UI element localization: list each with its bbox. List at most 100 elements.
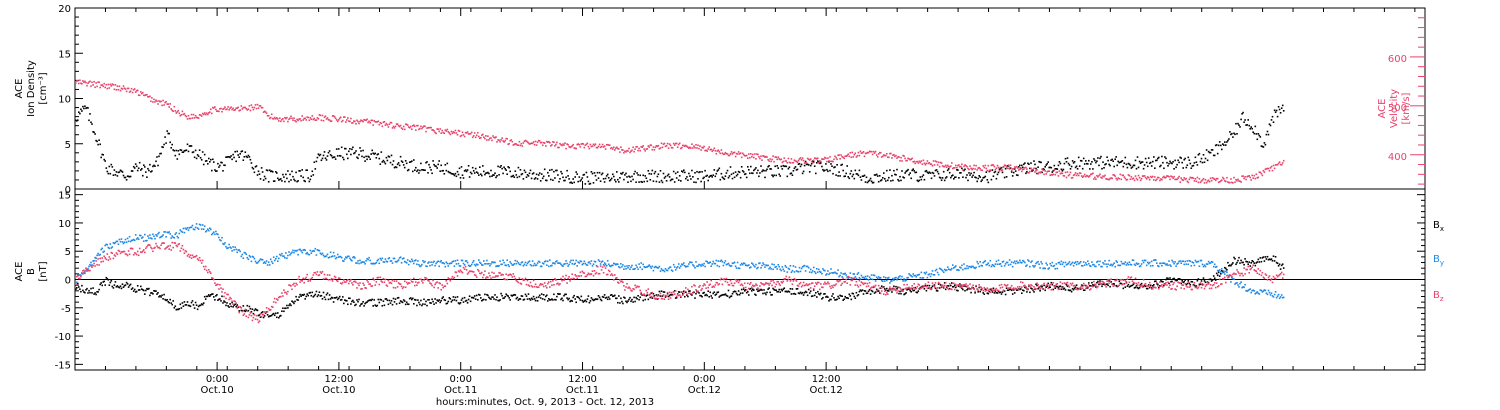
density-series-point bbox=[287, 170, 289, 172]
density-series-point bbox=[1160, 164, 1162, 167]
by-series-point bbox=[672, 263, 675, 266]
velocity-series-point bbox=[1063, 175, 1066, 177]
density-series-point bbox=[1068, 164, 1071, 166]
density-series-point bbox=[213, 161, 215, 163]
velocity-series-point bbox=[522, 142, 525, 144]
bx-series-point bbox=[632, 301, 634, 303]
by-series-point bbox=[1223, 270, 1225, 272]
bx-series-point bbox=[766, 291, 768, 294]
by-series-point bbox=[1038, 263, 1040, 265]
bx-series-point bbox=[787, 290, 790, 292]
bz-series-point bbox=[165, 247, 167, 249]
density-series-point bbox=[1270, 119, 1273, 121]
bx-series-point bbox=[751, 290, 753, 292]
by-series-point bbox=[668, 266, 671, 269]
velocity-series-point bbox=[511, 140, 514, 143]
bx-series-point bbox=[176, 308, 179, 311]
by-series-point bbox=[545, 260, 547, 262]
density-series-point bbox=[1024, 162, 1026, 164]
velocity-series-point bbox=[432, 129, 434, 131]
bx-series-point bbox=[1145, 287, 1148, 290]
velocity-series-point bbox=[752, 153, 754, 156]
density-series-point bbox=[1153, 156, 1155, 158]
density-series-point bbox=[940, 179, 943, 181]
bx-series-point bbox=[874, 291, 877, 293]
bx-series-point bbox=[138, 289, 141, 291]
by-series-point bbox=[1045, 262, 1047, 264]
velocity-series-point bbox=[317, 118, 320, 120]
bx-series-point bbox=[245, 309, 248, 311]
bx-series-point bbox=[444, 299, 447, 302]
by-series-point bbox=[1253, 290, 1256, 292]
bx-series-point bbox=[1070, 290, 1073, 293]
bz-series-point bbox=[150, 246, 152, 249]
velocity-series-point bbox=[810, 160, 813, 163]
velocity-series-point bbox=[606, 144, 609, 146]
bx-series-point bbox=[1191, 281, 1194, 283]
by-series-point bbox=[202, 228, 205, 230]
bx-series-point bbox=[569, 300, 571, 303]
density-series-point bbox=[1144, 157, 1147, 160]
bx-series-point bbox=[1105, 283, 1107, 286]
bx-series-point bbox=[637, 295, 639, 297]
bx-series-point bbox=[114, 281, 117, 283]
density-series-point bbox=[188, 145, 191, 147]
velocity-series-point bbox=[545, 145, 547, 147]
by-series-point bbox=[437, 260, 439, 262]
by-series-point bbox=[119, 240, 122, 243]
velocity-series-point bbox=[199, 114, 202, 116]
velocity-series-point bbox=[538, 140, 541, 142]
density-series-point bbox=[766, 168, 768, 171]
velocity-series-point bbox=[464, 131, 467, 134]
velocity-series-point bbox=[588, 147, 591, 150]
by-series-point bbox=[774, 266, 776, 268]
bx-series-point bbox=[1254, 264, 1257, 267]
velocity-series-point bbox=[784, 160, 787, 162]
by-series-point bbox=[767, 264, 769, 267]
bx-series-point bbox=[385, 298, 388, 300]
velocity-series-point bbox=[1228, 181, 1230, 184]
bx-series-point bbox=[674, 297, 677, 299]
density-series-point bbox=[1227, 139, 1229, 142]
by-series-point bbox=[229, 246, 231, 248]
bx-series-point bbox=[304, 298, 306, 300]
density-series-point bbox=[574, 176, 576, 178]
by-series-point bbox=[901, 275, 903, 278]
velocity-series-point bbox=[685, 144, 687, 147]
density-series-point bbox=[430, 169, 432, 171]
bx-series-point bbox=[337, 297, 340, 300]
bx-series-point bbox=[474, 298, 477, 300]
velocity-series-point bbox=[497, 139, 499, 141]
density-series-point bbox=[438, 160, 440, 162]
bx-series-point bbox=[338, 295, 341, 298]
velocity-series-point bbox=[1144, 176, 1147, 179]
density-series-point bbox=[493, 174, 495, 176]
legend-by: By bbox=[1433, 254, 1444, 267]
by-series-point bbox=[551, 264, 553, 267]
bx-series-point bbox=[516, 296, 519, 299]
density-series-point bbox=[1254, 125, 1257, 128]
density-series-point bbox=[1228, 138, 1230, 140]
velocity-series-point bbox=[382, 121, 385, 124]
velocity-series-point bbox=[295, 120, 297, 123]
velocity-series-point bbox=[276, 117, 278, 119]
density-series-point bbox=[154, 165, 156, 167]
by-series-point bbox=[1102, 261, 1104, 264]
density-series-point bbox=[557, 174, 559, 176]
density-series-point bbox=[272, 180, 275, 182]
density-series-point bbox=[307, 177, 309, 179]
bx-series-point bbox=[686, 294, 688, 296]
bx-series-point bbox=[872, 286, 875, 289]
by-series-point bbox=[644, 266, 646, 269]
density-series-point bbox=[230, 155, 232, 157]
density-series-point bbox=[630, 180, 632, 183]
bx-series-point bbox=[1154, 280, 1156, 283]
density-series-point bbox=[703, 176, 705, 179]
by-series-point bbox=[657, 267, 660, 269]
density-series-point bbox=[1111, 158, 1113, 161]
bx-series-point bbox=[471, 296, 474, 299]
bx-series-point bbox=[1039, 290, 1041, 292]
density-series-point bbox=[372, 152, 374, 155]
velocity-series-point bbox=[1124, 177, 1127, 180]
